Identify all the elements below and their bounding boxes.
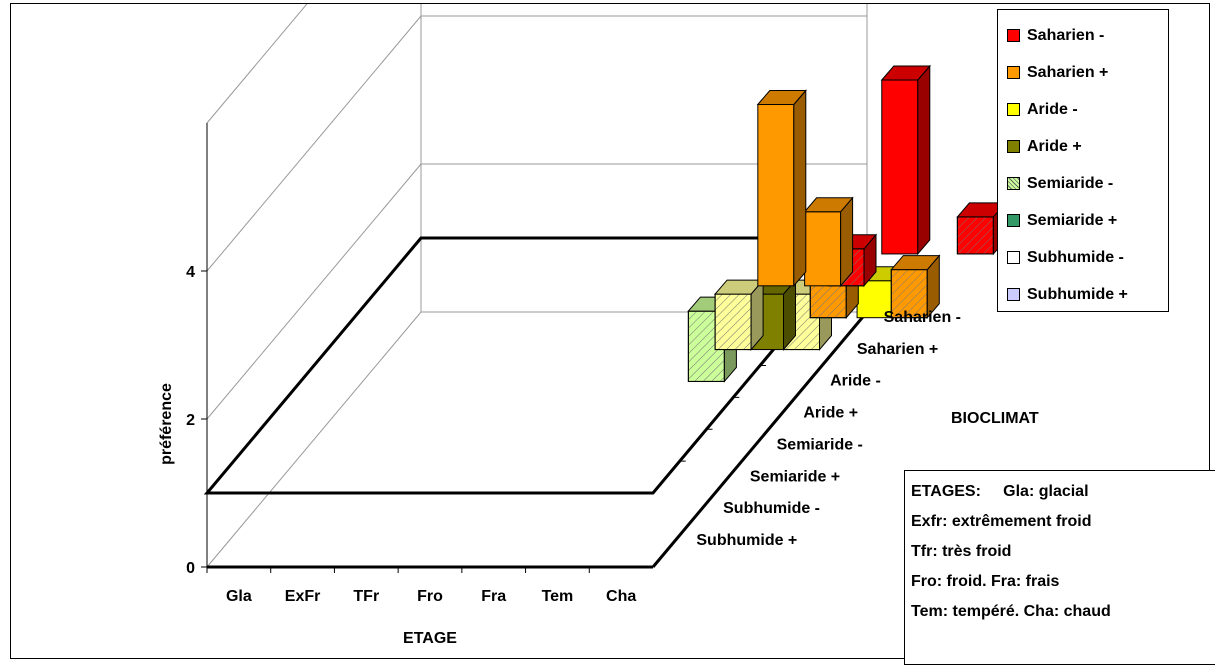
legend-item: Subhumide - [998, 239, 1168, 276]
gridline [206, 15, 867, 272]
x-tick-label: Fro [417, 588, 443, 605]
legend-swatch [1007, 103, 1020, 116]
gridline [206, 163, 867, 420]
gridline [206, 311, 867, 568]
x-tick-label: Fra [481, 588, 506, 605]
legend-label: Aride + [1027, 137, 1082, 155]
bar-hatch [956, 216, 994, 255]
chart-labels: 0 2 4 Gla ExFr TFr Fro Fra Tem Cha Saharien - Sahar… [158, 264, 1039, 647]
legend-item: Aride - [998, 91, 1168, 128]
y-tick-label: 4 [186, 264, 195, 281]
legend-item: Aride + [998, 128, 1168, 165]
bar-top [880, 65, 931, 81]
x-axis-title: ETAGE [403, 630, 457, 647]
bar-front [757, 104, 795, 287]
bar-top [756, 90, 807, 105]
y-tick-label: 2 [186, 412, 195, 429]
legend-item: Saharien + [998, 54, 1168, 91]
bar [880, 64, 931, 256]
legend-label: Aride - [1027, 100, 1078, 118]
note-line: ETAGES: Gla: glacial [911, 483, 1089, 500]
bar-chart-3d: 0 2 4 Gla ExFr TFr Fro Fra Tem Cha Saharien - Sahar… [158, 4, 1039, 647]
depth-tick-label: Semiaride - [777, 436, 863, 453]
bar-top [890, 255, 941, 271]
legend-label: Semiaride + [1027, 211, 1118, 229]
chart-bars [687, 64, 1007, 383]
depth-tick-label: Semiaride + [750, 468, 840, 485]
legend-label: Saharien - [1027, 26, 1105, 44]
bar-front [804, 211, 842, 287]
legend-swatch [1007, 214, 1020, 227]
bar-side [840, 196, 854, 288]
legend-swatch [1007, 251, 1020, 264]
depth-tick-label: Subhumide + [696, 532, 797, 549]
legend-swatch [1007, 140, 1020, 153]
depth-tick-label: Subhumide - [723, 500, 820, 517]
y-tick-label: 0 [186, 560, 195, 577]
depth-tick-label: Aride - [830, 373, 881, 390]
gridline [206, 4, 308, 124]
legend-label: Subhumide - [1027, 248, 1124, 266]
legend-label: Semiaride - [1027, 174, 1114, 192]
bar-top [803, 197, 854, 213]
bar [890, 254, 941, 320]
bar-side [793, 89, 807, 288]
legend-label: Subhumide + [1027, 285, 1128, 303]
bar-front [856, 280, 894, 319]
bar-hatch [714, 293, 752, 351]
note-line: Exfr: extrêmement froid [911, 513, 1092, 530]
note-line: Tfr: très froid [911, 543, 1012, 560]
note-line: Tem: tempéré. Cha: chaud [911, 603, 1111, 620]
legend-item: Subhumide + [998, 276, 1168, 313]
legend-item: Semiaride - [998, 165, 1168, 202]
bar-side [917, 64, 931, 256]
bar [714, 278, 765, 351]
y-axis-title: préférence [158, 383, 175, 465]
x-tick-label: TFr [353, 588, 379, 605]
legend-item: Saharien - [998, 17, 1168, 54]
bar [803, 196, 854, 288]
etages-note: ETAGES: Gla: glacial Exfr: extrêmement f… [904, 470, 1215, 665]
depth-tick-label: Saharien + [857, 341, 938, 358]
x-tick-label: Cha [606, 588, 636, 605]
note-line: Fro: froid. Fra: frais [911, 573, 1060, 590]
legend-label: Saharien + [1027, 63, 1109, 81]
depth-tick-label: Saharien - [884, 309, 961, 326]
bar [756, 89, 807, 288]
x-tick-label: Gla [226, 588, 252, 605]
chart-legend: Saharien - Saharien + Aride - Aride + Semiar… [997, 9, 1169, 312]
chart-frame: 0 2 4 Gla ExFr TFr Fro Fra Tem Cha Saharien - Sahar… [10, 3, 1215, 665]
x-tick-label: Tem [542, 588, 574, 605]
legend-swatch [1007, 66, 1020, 79]
depth-tick-label: Aride + [803, 405, 858, 422]
legend-swatch [1007, 177, 1020, 190]
x-tick-label: ExFr [285, 588, 321, 605]
bar-front [881, 79, 919, 255]
depth-axis-title: BIOCLIMAT [951, 410, 1039, 427]
depth-axis-line [651, 311, 869, 568]
legend-item: Semiaride + [998, 202, 1168, 239]
legend-swatch [1007, 29, 1020, 42]
legend-swatch [1007, 288, 1020, 301]
